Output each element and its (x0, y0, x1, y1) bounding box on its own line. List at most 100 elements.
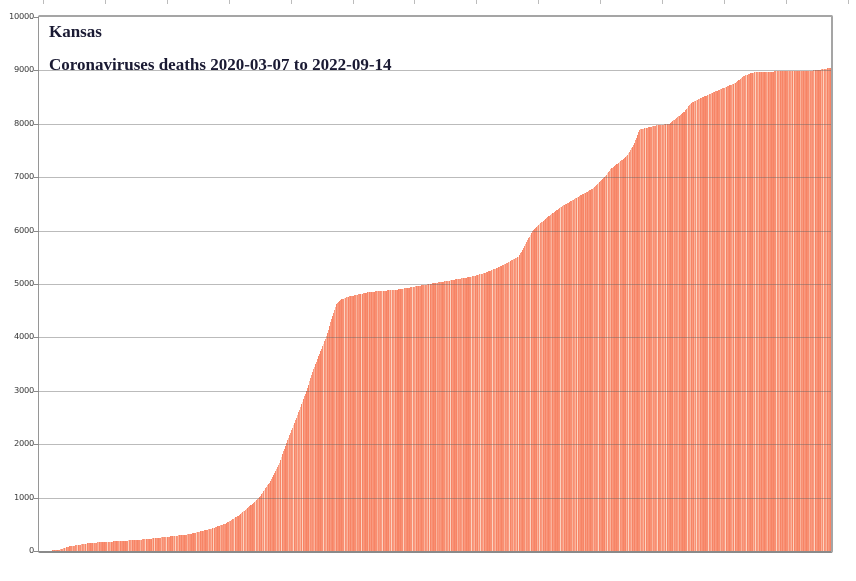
daily-bar (550, 215, 551, 551)
top-axis-tick (290, 0, 292, 4)
daily-bar (777, 71, 778, 551)
daily-bar (531, 233, 532, 551)
top-axis-tick (166, 0, 168, 4)
daily-bar (131, 540, 132, 551)
daily-bar (196, 532, 197, 551)
daily-bar (150, 539, 151, 551)
daily-bar (650, 127, 651, 551)
daily-bar (746, 75, 747, 551)
daily-bar (757, 72, 758, 551)
daily-bar (205, 530, 206, 551)
daily-bar (473, 276, 474, 551)
daily-bar (105, 542, 106, 551)
daily-bar (467, 277, 468, 551)
daily-bar (797, 71, 798, 551)
daily-bar (217, 526, 218, 551)
daily-bar (74, 546, 75, 551)
daily-bar (351, 296, 352, 551)
daily-bar (63, 548, 64, 551)
daily-bar (658, 125, 659, 551)
daily-bar (274, 473, 275, 551)
daily-bar (590, 190, 591, 551)
daily-bar (522, 250, 523, 551)
daily-bar (321, 349, 322, 551)
daily-bar (331, 319, 332, 551)
daily-bar (293, 425, 294, 551)
daily-bar (801, 71, 802, 551)
daily-bar (64, 548, 65, 551)
daily-bar (826, 69, 827, 551)
daily-bar (409, 288, 410, 551)
daily-bar (549, 216, 550, 551)
title-block: Kansas Coronaviruses deaths 2020-03-07 t… (49, 21, 392, 76)
daily-bar (575, 198, 576, 551)
daily-bar (328, 330, 329, 551)
daily-bar (204, 530, 205, 551)
daily-bar (451, 280, 452, 551)
daily-bar (426, 285, 427, 551)
daily-bar (249, 506, 250, 551)
daily-bar (100, 542, 101, 551)
daily-bar (656, 125, 657, 551)
daily-bar (540, 223, 541, 551)
daily-bar (731, 85, 732, 551)
daily-bar (596, 185, 597, 551)
daily-bar (406, 288, 407, 551)
daily-bar (407, 288, 408, 551)
daily-bar (548, 216, 549, 551)
daily-bar (404, 288, 405, 551)
daily-bar (815, 70, 816, 551)
daily-bar (667, 124, 668, 551)
daily-bar (587, 192, 588, 551)
daily-bar (514, 259, 515, 551)
daily-bar (226, 523, 227, 551)
daily-bar (573, 200, 574, 551)
daily-bar (469, 277, 470, 551)
daily-bar (732, 84, 733, 551)
daily-bar (771, 72, 772, 551)
daily-bar (455, 279, 456, 551)
daily-bar (707, 95, 708, 551)
daily-bar (346, 297, 347, 551)
daily-bar (198, 532, 199, 551)
daily-bar (783, 71, 784, 551)
daily-bar (306, 391, 307, 551)
daily-bar (571, 201, 572, 551)
daily-bar (433, 283, 434, 551)
daily-bar (388, 290, 389, 551)
daily-bar (240, 514, 241, 551)
daily-bar (315, 364, 316, 551)
daily-bar (693, 102, 694, 551)
daily-bar (190, 534, 191, 551)
daily-bar (296, 418, 297, 551)
daily-bar (604, 177, 605, 551)
daily-bar (253, 503, 254, 551)
y-axis-tick-mark (34, 444, 39, 446)
daily-bar (775, 71, 776, 551)
daily-bar (119, 541, 120, 551)
daily-bar (681, 114, 682, 551)
daily-bar (185, 535, 186, 551)
daily-bar (180, 535, 181, 551)
daily-bar (189, 534, 190, 551)
daily-bar (568, 203, 569, 551)
daily-bar (515, 258, 516, 551)
daily-bar (377, 291, 378, 551)
daily-bar (385, 291, 386, 551)
daily-bar (563, 205, 564, 551)
daily-bar (829, 68, 830, 551)
daily-bar (719, 90, 720, 551)
daily-bar (280, 460, 281, 551)
daily-bar (562, 206, 563, 551)
daily-bar (437, 283, 438, 551)
daily-bar (67, 547, 68, 551)
daily-bar (277, 467, 278, 551)
daily-bar (767, 72, 768, 551)
daily-bar (503, 265, 504, 551)
daily-bar (559, 208, 560, 551)
daily-bar (181, 535, 182, 551)
daily-bar (708, 95, 709, 551)
daily-bar (697, 100, 698, 551)
daily-bar (675, 119, 676, 551)
daily-bar (403, 289, 404, 551)
